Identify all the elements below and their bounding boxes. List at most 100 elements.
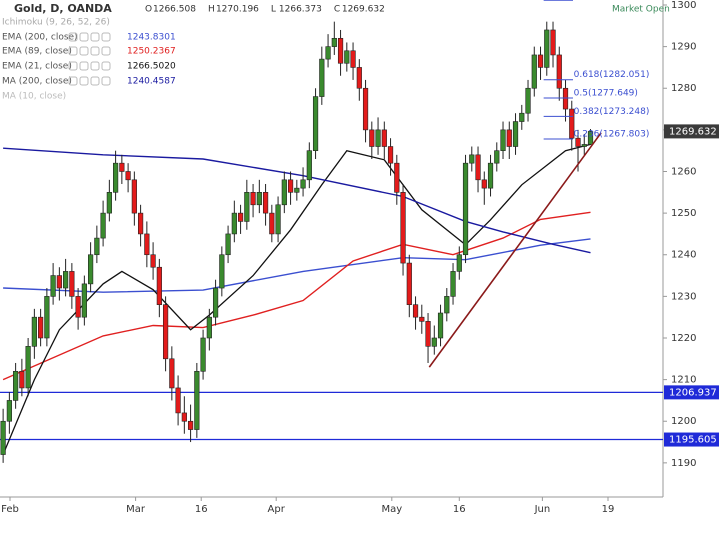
candle-body [81,283,87,318]
candle-body [562,87,569,110]
candle-body [375,129,381,147]
legend-name: EMA (200, close) [2,33,78,43]
candle-body [487,162,494,189]
candle-body [587,131,594,145]
y-tick-label: 1260 [671,166,696,177]
candle-body [94,237,100,256]
candle-body [88,254,94,285]
ohlc-value: 1266.508 [153,5,196,15]
legend-icon [68,61,78,71]
candle-body [244,192,250,222]
candle-body [219,254,225,289]
candle-body [369,129,375,147]
candle-body [337,37,344,64]
candle-body [269,212,275,235]
candle-body [544,29,550,68]
candle-body [38,316,44,339]
candle-body [231,212,237,235]
candle-body [144,233,150,256]
ohlc-letter: H [208,5,215,15]
candle-body [550,29,556,56]
candle-body [19,370,25,389]
candle-body [419,316,425,322]
y-tick-label: 1200 [671,416,696,427]
y-tick-label: 1250 [671,208,696,219]
price-tag-label: 1206.937 [669,387,717,398]
candle-body [406,262,412,305]
candle-body [462,162,469,256]
candle-body [31,316,37,347]
candle-body [400,192,406,264]
candle-body [531,54,537,89]
candle-body [275,204,281,235]
candle-body [100,212,106,239]
candle-body [331,37,337,47]
ohlc-value: 1266.373 [279,5,322,15]
price-tag [664,385,719,400]
ohlc-letter: C [334,5,340,15]
x-tick-label: May [381,504,402,515]
legend-inactive: MA (10, close) [2,92,66,102]
trendline [428,132,602,368]
legend-icon [90,76,100,86]
candle-body [325,46,331,60]
candle-body [131,179,137,214]
fib-label: 0.236(1267.803) [574,130,650,140]
candle-body [319,58,325,97]
candle-body [25,346,31,389]
market-status: Market Open [612,5,670,15]
x-tick-label: Jun [534,504,551,515]
candle-body [75,296,81,318]
candle-body [281,179,287,206]
x-tick-label: 16 [195,504,208,515]
legend-icon [68,46,78,56]
candle-body [44,296,50,339]
candle-body [137,212,144,235]
fib-label: 0.5(1277.649) [574,89,638,99]
indicator-line [2,211,591,381]
legend-icon [101,61,111,71]
legend-icon [68,76,78,86]
candle-body [181,412,187,422]
candle-body [206,316,212,339]
candle-body [569,108,575,139]
candle-body [56,275,62,289]
legend-name: EMA (89, close) [2,47,72,57]
x-tick-label: Feb [1,504,19,515]
candle-body [431,337,437,347]
candle-body [450,271,456,297]
y-tick-label: 1290 [671,42,696,53]
candle-body [481,179,487,189]
legend-value: 1240.4587 [127,77,176,87]
indicator-line [3,238,591,293]
price-tag [664,432,719,447]
candle-body [0,420,6,455]
last-price-tag [664,124,719,139]
candle-body [575,137,581,147]
candle-body [356,67,362,89]
legend: Gold, D, OANDA Market Open 1206.937 1195.… [2,2,719,447]
candle-body [506,129,512,147]
ohlc-value: 1270.196 [216,5,259,15]
y-tick-label: 1230 [671,291,696,302]
candle-body [113,162,119,193]
legend-icon [68,32,78,42]
candle-body [194,370,200,430]
candle-body [381,129,387,147]
candle-body [306,150,312,181]
legend-icon [90,61,100,71]
candle-body [187,420,194,430]
y-tick-label: 1240 [671,250,696,261]
legend-icon [101,32,111,42]
legend-icon [79,32,89,42]
legend-icon [101,76,111,86]
candle-body [169,358,175,389]
candle-body [162,304,169,360]
candle-body [537,54,544,68]
candle-body [469,154,475,164]
legend-value: 1243.8301 [127,33,176,43]
candle-body [394,162,400,193]
candle-body [6,400,12,422]
y-tick-label: 1210 [671,375,696,386]
